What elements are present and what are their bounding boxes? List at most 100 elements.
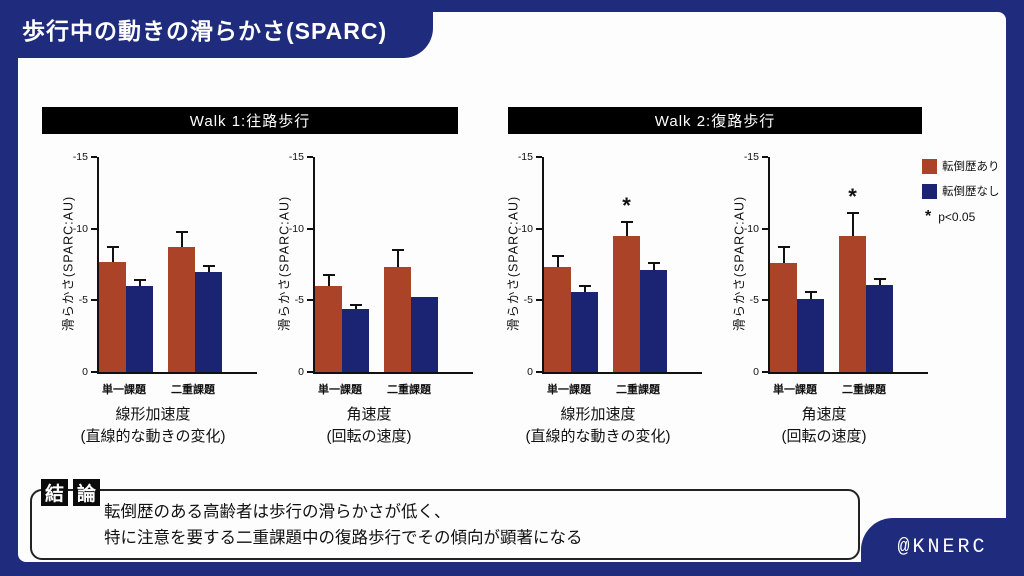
y-axis-tick <box>762 156 768 158</box>
y-tick-label: 0 <box>527 366 533 378</box>
conclusion-text-line: 転倒歴のある高齢者は歩行の滑らかさが低く、 <box>104 503 451 521</box>
y-axis-tick <box>91 371 97 373</box>
x-category-label: 二重課題 <box>387 384 431 396</box>
legend-label: 転倒歴なし <box>942 186 1000 198</box>
legend-item-nonfallers: 転倒歴なし <box>922 183 1022 199</box>
y-axis-tick <box>536 299 542 302</box>
x-category-label: 単一課題 <box>102 384 146 396</box>
conclusion-text-line: 特に注意を要する二重課題中の復路歩行でその傾向が顕著になる <box>104 529 583 547</box>
error-bar-cap <box>349 303 362 306</box>
error-bar-cap <box>620 220 633 223</box>
y-axis-tick <box>307 227 313 230</box>
significance-label: p<0.05 <box>938 210 976 224</box>
legend-label: 転倒歴あり <box>942 161 1000 173</box>
error-bar <box>207 265 210 272</box>
y-axis-label: 滑らかさ(SPARC:AU) <box>277 195 292 332</box>
error-bar-cap <box>804 291 817 294</box>
bar-fallers <box>839 235 866 372</box>
error-bar-cap <box>551 254 564 257</box>
chart-walk1-angular-velocity: 滑らかさ(SPARC:AU) 0 -5 -10 -15 単一課題 二重課題 角速度 (… <box>267 148 473 448</box>
chart-subtitle: (回転の速度) <box>326 428 412 445</box>
bar-nonfallers <box>866 284 893 372</box>
x-category-label: 単一課題 <box>318 384 362 396</box>
error-bar-cap <box>647 262 660 265</box>
bar-fallers <box>613 235 640 372</box>
y-axis-tick <box>762 299 768 302</box>
x-category-label: 単一課題 <box>773 384 817 396</box>
significance-note: * p<0.05 <box>922 208 1022 226</box>
bar-nonfallers <box>797 298 824 372</box>
significance-star: * <box>622 192 631 218</box>
y-axis-tick <box>307 371 313 373</box>
bar-fallers <box>315 286 342 372</box>
error-bar <box>556 255 559 268</box>
error-bar <box>851 212 854 236</box>
chart-title: 線形加速度 <box>560 406 636 423</box>
y-tick-label: -5 <box>294 294 304 307</box>
error-bar-cap <box>846 211 859 214</box>
error-bar-cap <box>777 246 790 249</box>
error-bar <box>583 286 586 292</box>
x-category-label: 二重課題 <box>616 384 660 396</box>
plot-area: 0 -5 -10 -15 * <box>518 151 702 378</box>
error-bar <box>111 247 114 262</box>
page-title: 歩行中の動きの滑らかさ(SPARC) <box>22 18 388 44</box>
chart-subtitle: (直線的な動きの変化) <box>80 428 226 445</box>
error-bar <box>625 221 628 236</box>
y-axis-tick <box>762 371 768 373</box>
error-bar <box>652 263 655 271</box>
y-axis-label: 滑らかさ(SPARC:AU) <box>61 195 76 332</box>
page-title-banner: 歩行中の動きの滑らかさ(SPARC) <box>0 0 433 58</box>
conclusion-text: 転倒歴のある高齢者は歩行の滑らかさが低く、 特に注意を要する二重課題中の復路歩行… <box>32 491 858 551</box>
y-tick-label: -5 <box>78 294 88 307</box>
bar-nonfallers <box>342 308 369 372</box>
bar-nonfallers <box>571 291 598 372</box>
bar-nonfallers <box>195 271 222 372</box>
y-tick-label: -15 <box>743 151 759 163</box>
bar-fallers <box>168 247 195 372</box>
y-axis-tick <box>536 227 542 230</box>
y-tick-label: 0 <box>753 366 759 378</box>
chart-title: 角速度 <box>801 406 847 423</box>
plot-area: 0 -5 -10 -15 <box>289 151 473 378</box>
y-axis-tick <box>91 299 97 302</box>
bar-nonfallers <box>411 297 438 372</box>
conclusion-box: 結 論 転倒歴のある高齢者は歩行の滑らかさが低く、 特に注意を要する二重課題中の… <box>30 479 860 560</box>
error-bar-cap <box>578 285 591 287</box>
y-tick-label: 0 <box>298 366 304 378</box>
x-axis-labels: 単一課題 二重課題 <box>97 381 255 397</box>
y-axis-tick <box>762 227 768 230</box>
error-bar <box>396 250 399 268</box>
x-category-label: 単一課題 <box>547 384 591 396</box>
error-bar-cap <box>873 277 886 280</box>
walk2-header: Walk 2:復路歩行 <box>508 107 922 134</box>
x-axis-labels: 単一課題 二重課題 <box>768 381 926 397</box>
conclusion-badge-char: 論 <box>73 479 100 506</box>
chart-walk2-angular-velocity: 滑らかさ(SPARC:AU) 0 -5 -10 -15 * 単一課題 二重課題 角速度 … <box>722 148 928 448</box>
y-tick-label: -5 <box>749 294 759 307</box>
error-bar-cap <box>202 264 215 267</box>
bar-nonfallers <box>126 286 153 372</box>
x-axis-labels: 単一課題 二重課題 <box>313 381 471 397</box>
error-bar-cap <box>133 278 146 281</box>
y-axis-tick <box>307 156 313 158</box>
error-bar <box>138 279 141 286</box>
y-tick-label: 0 <box>82 366 88 378</box>
bar-fallers <box>99 261 126 372</box>
error-bar <box>782 247 785 264</box>
conclusion-badge-char: 結 <box>41 479 68 506</box>
y-axis-tick <box>536 371 542 373</box>
x-category-label: 二重課題 <box>842 384 886 396</box>
chart-subtitle: (回転の速度) <box>781 428 867 445</box>
significance-star: * <box>848 183 857 209</box>
legend-swatch-nonfallers <box>922 183 937 199</box>
chart-subtitle: (直線的な動きの変化) <box>525 428 671 445</box>
error-bar-cap <box>175 230 188 233</box>
error-bar <box>878 278 881 285</box>
y-axis-tick <box>307 299 313 302</box>
chart-walk1-linear-acceleration: 滑らかさ(SPARC:AU) 0 -5 -10 -15 単一課題 二重課題 線形加速度… <box>51 148 257 448</box>
y-axis-label: 滑らかさ(SPARC:AU) <box>732 195 747 332</box>
y-axis-tick <box>91 227 97 230</box>
error-bar <box>354 304 357 309</box>
